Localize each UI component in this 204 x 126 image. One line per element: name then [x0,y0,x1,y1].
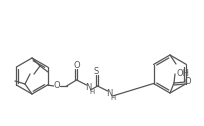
Text: OH: OH [176,69,190,77]
Text: O: O [53,82,60,90]
Text: N: N [106,88,113,98]
Text: H: H [110,95,115,101]
Text: H: H [89,89,94,95]
Text: O: O [73,60,80,70]
Text: O: O [185,77,191,87]
Text: N: N [85,83,92,91]
Text: S: S [94,67,99,75]
